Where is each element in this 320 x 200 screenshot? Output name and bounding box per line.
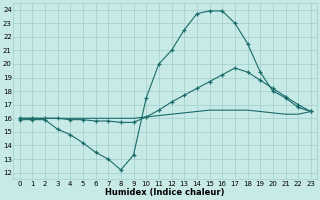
X-axis label: Humidex (Indice chaleur): Humidex (Indice chaleur) <box>106 188 225 197</box>
